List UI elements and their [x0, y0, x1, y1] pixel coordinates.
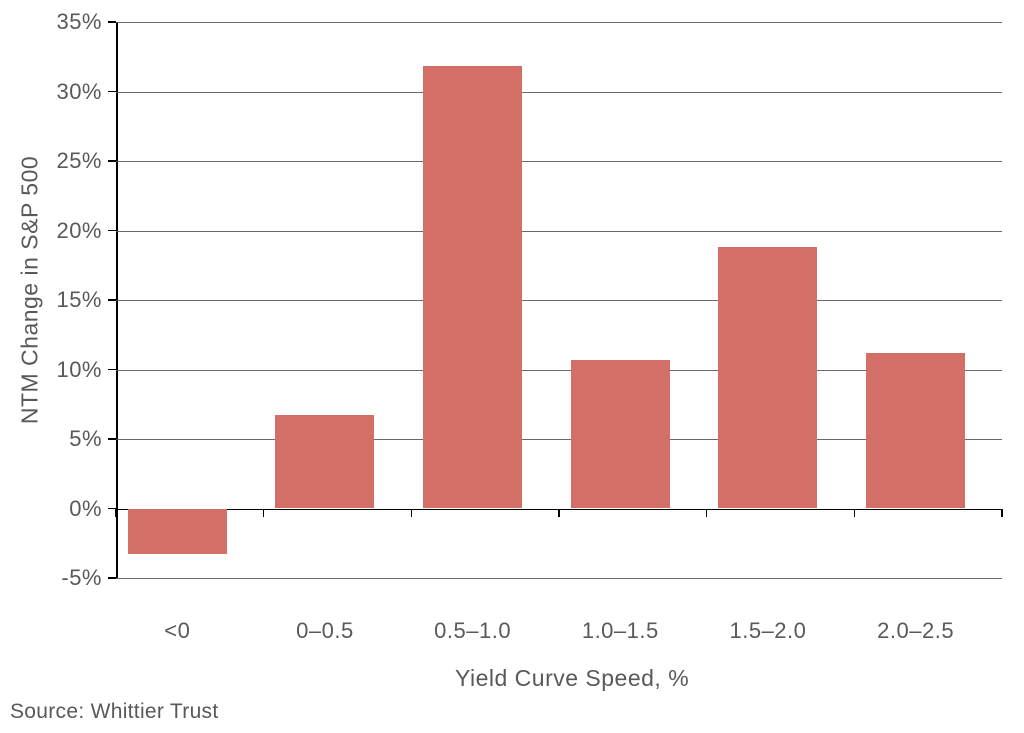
- plot-area: -5%0%5%10%15%20%25%30%35%<00–0.50.5–1.01…: [116, 22, 1002, 578]
- y-tick-label: 10%: [56, 357, 116, 383]
- x-tick-label: 2.0–2.5: [877, 578, 954, 644]
- y-tick-label: 15%: [56, 287, 116, 313]
- bar: [275, 415, 374, 508]
- x-tick-mark: [263, 509, 265, 517]
- x-tick-label: <0: [164, 578, 190, 644]
- x-tick-mark: [115, 509, 117, 517]
- y-tick-label: 25%: [56, 148, 116, 174]
- y-tick-label: -5%: [61, 565, 116, 591]
- bar: [571, 360, 670, 509]
- gridline: [116, 231, 1002, 232]
- gridline: [116, 161, 1002, 162]
- x-tick-mark: [558, 509, 560, 517]
- bar: [423, 66, 522, 508]
- gridline: [116, 92, 1002, 93]
- source-text: Source: Whittier Trust: [10, 700, 219, 724]
- x-tick-mark: [1001, 509, 1003, 517]
- x-tick-label: 1.5–2.0: [729, 578, 806, 644]
- y-tick-label: 5%: [69, 426, 116, 452]
- y-tick-label: 35%: [56, 9, 116, 35]
- bar: [866, 353, 965, 509]
- x-tick-label: 0.5–1.0: [434, 578, 511, 644]
- y-tick-label: 0%: [69, 496, 116, 522]
- gridline: [116, 22, 1002, 23]
- chart-container: -5% 0% 5% 10% 15% 20% 25% 30% 35% <0 0–0.5 0.5–1.0 1…: [0, 0, 1024, 733]
- y-axis-title: NTM Change in S&P 500: [17, 156, 44, 424]
- gridline: [116, 578, 1002, 579]
- x-tick-mark: [411, 509, 413, 517]
- y-tick-label: 20%: [56, 218, 116, 244]
- x-tick-mark: [706, 509, 708, 517]
- y-tick-label: 30%: [56, 79, 116, 105]
- bar: [718, 247, 817, 508]
- x-axis-title: Yield Curve Speed, %: [455, 665, 689, 692]
- x-tick-mark: [854, 509, 856, 517]
- x-tick-label: 1.0–1.5: [582, 578, 659, 644]
- x-tick-label: 0–0.5: [296, 578, 354, 644]
- gridline: [116, 300, 1002, 301]
- bar: [128, 509, 227, 555]
